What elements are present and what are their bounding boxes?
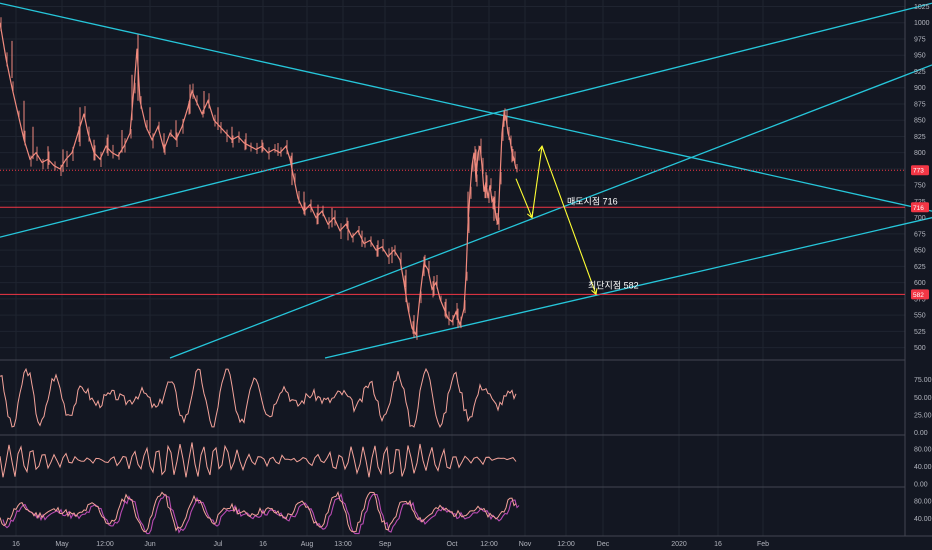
y-tick-label: 950 (914, 53, 926, 60)
level-tag-text: 773 (913, 168, 924, 175)
y-tick-label: 700 (914, 215, 926, 222)
y-tick-label: 575 (914, 296, 926, 303)
y-tick-label: 925 (914, 69, 926, 76)
y-tick-label: 875 (914, 101, 926, 108)
grid (0, 0, 932, 537)
y-tick-label: 900 (914, 85, 926, 92)
price-annotation: 최단지점 582 (588, 280, 639, 291)
osc-tick-label: 75.00 (914, 377, 932, 384)
projection-arrow[interactable] (531, 146, 543, 218)
y-tick-label: 550 (914, 313, 926, 320)
osc-tick-label: 50.00 (914, 395, 932, 402)
osc-tick-label: 40.00 (914, 464, 932, 471)
y-tick-label: 800 (914, 150, 926, 157)
oscillator-line-1[interactable] (0, 367, 517, 428)
arrow-head (591, 288, 598, 296)
price-series[interactable] (0, 22, 517, 337)
y-tick-label: 625 (914, 264, 926, 271)
trendline[interactable] (0, 2, 932, 238)
osc-tick-label: 25.00 (914, 412, 932, 419)
trendline[interactable] (169, 64, 932, 359)
x-tick-label: 2020 (671, 541, 687, 548)
oscillator-line-2[interactable] (0, 442, 517, 478)
level-tag-582 (911, 289, 929, 300)
axes: 1025100097595092590087585082580077575072… (12, 4, 932, 548)
x-tick-label: 16 (12, 541, 20, 548)
projection-arrow[interactable] (515, 178, 533, 218)
x-tick-label: Oct (447, 541, 458, 548)
x-tick-label: 16 (259, 541, 267, 548)
level-tag-773 (911, 165, 929, 176)
x-tick-label: 12:00 (480, 541, 498, 548)
y-tick-label: 825 (914, 134, 926, 141)
level-tag-text: 582 (913, 292, 924, 299)
level-tag-text: 716 (913, 205, 924, 212)
osc-tick-label: 0.00 (914, 430, 928, 437)
y-tick-label: 650 (914, 248, 926, 255)
level-tag-716 (911, 202, 929, 213)
x-tick-label: 13:00 (334, 541, 352, 548)
osc-tick-label: 40.00 (914, 516, 932, 523)
osc-tick-label: 0.00 (914, 481, 928, 488)
y-tick-label: 500 (914, 345, 926, 352)
y-tick-label: 850 (914, 118, 926, 125)
y-tick-label: 525 (914, 329, 926, 336)
osc-tick-label: 80.00 (914, 499, 932, 506)
y-tick-label: 1025 (914, 4, 930, 11)
price-pane[interactable]: 매도시점 716 최단지점 582 (0, 2, 932, 359)
x-tick-label: Jun (144, 541, 155, 548)
x-tick-label: Sep (379, 541, 392, 548)
trendline[interactable] (0, 2, 932, 212)
x-tick-label: Feb (757, 541, 769, 548)
y-tick-label: 675 (914, 231, 926, 238)
trendline[interactable] (324, 217, 932, 359)
x-tick-label: May (55, 541, 69, 548)
price-annotation: 매도시점 716 (567, 195, 618, 206)
y-tick-label: 1000 (914, 20, 930, 27)
projection-arrow[interactable] (541, 146, 597, 295)
x-tick-label: Dec (597, 541, 610, 548)
y-tick-label: 600 (914, 280, 926, 287)
osc-tick-label: 80.00 (914, 447, 932, 454)
x-tick-label: Nov (519, 541, 532, 548)
y-tick-label: 750 (914, 183, 926, 190)
y-tick-label: 975 (914, 36, 926, 43)
x-tick-label: 16 (714, 541, 722, 548)
oscillator-signal-line (2, 492, 520, 535)
x-tick-label: Jul (214, 541, 223, 548)
x-tick-label: 12:00 (557, 541, 575, 548)
oscillator-panes (0, 367, 520, 535)
x-tick-label: 12:00 (96, 541, 114, 548)
x-tick-label: Aug (301, 541, 314, 548)
oscillator-line-3[interactable] (0, 490, 517, 533)
